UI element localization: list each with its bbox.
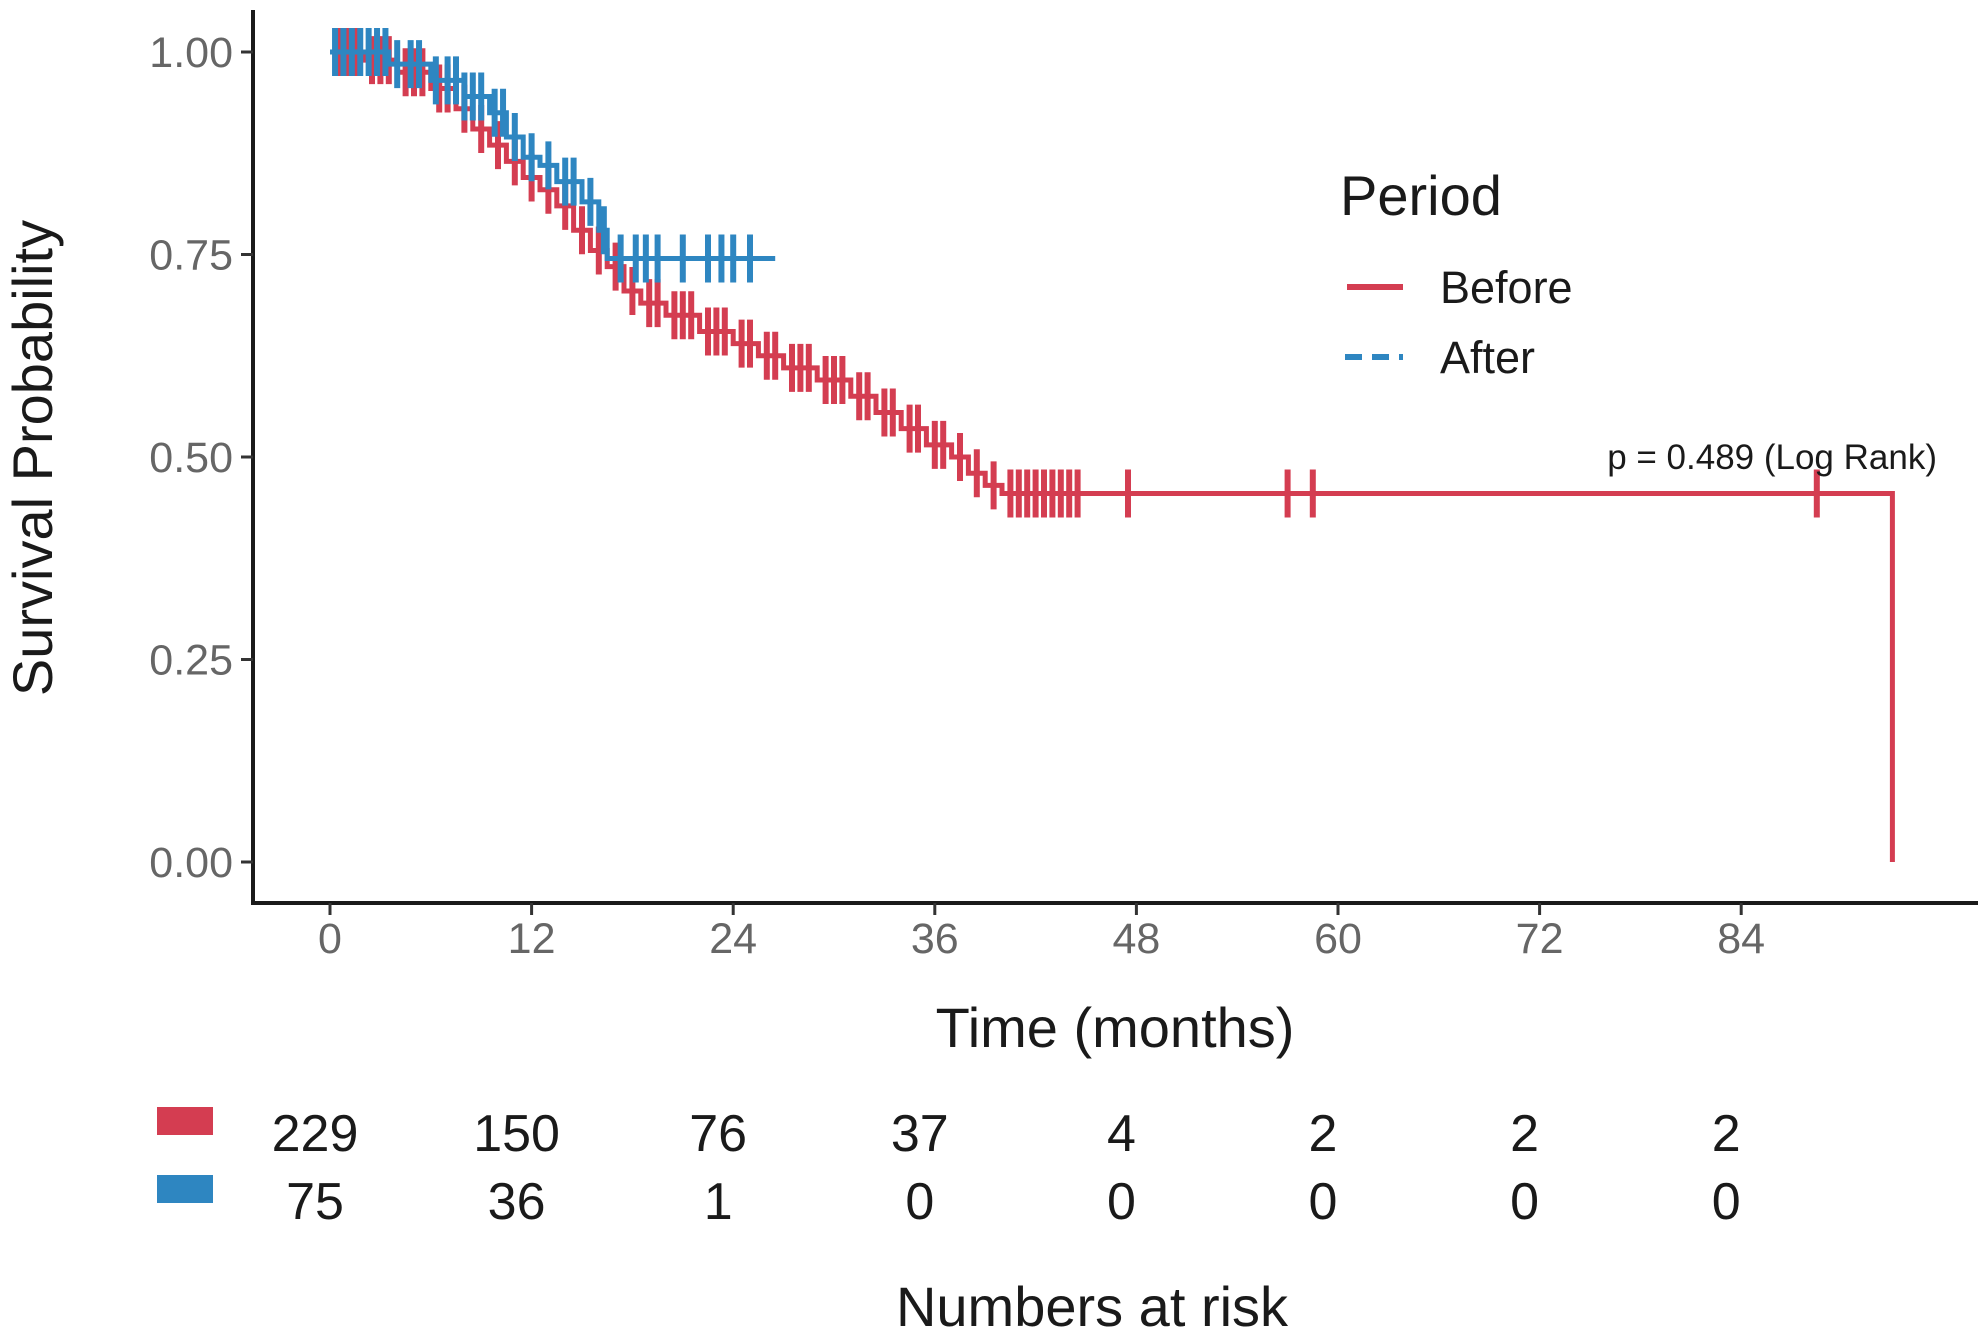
x-tick-label-1: 12 (508, 915, 556, 963)
risk-table-value-before: 150 (473, 1105, 560, 1163)
x-tick-label-6: 72 (1516, 915, 1564, 963)
x-tick-label-3: 36 (911, 915, 959, 963)
y-tick-label-2: 0.50 (149, 434, 233, 482)
x-tick-label-0: 0 (318, 915, 342, 963)
risk-table-title: Numbers at risk (896, 1275, 1289, 1336)
risk-table-value-before: 2 (1510, 1105, 1539, 1163)
risk-table-value-before: 76 (689, 1105, 747, 1163)
risk-table-value-before: 2 (1712, 1105, 1741, 1163)
x-tick-label-7: 84 (1717, 915, 1765, 963)
x-tick-label-4: 48 (1112, 915, 1160, 963)
risk-table-value-after: 0 (905, 1173, 934, 1231)
risk-table-value-after: 0 (1107, 1173, 1136, 1231)
risk-table-value-after: 75 (286, 1173, 344, 1231)
risk-table-value-before: 229 (272, 1105, 359, 1163)
y-axis-title: Survival Probability (1, 220, 64, 696)
risk-table: 229 150 76 37 4 2 2 2 75 36 1 0 0 0 0 0 (157, 1105, 1741, 1231)
legend-label-before: Before (1440, 262, 1573, 313)
risk-table-value-before: 37 (891, 1105, 949, 1163)
survival-curves (330, 28, 1895, 862)
risk-table-value-after: 0 (1510, 1173, 1539, 1231)
legend-label-after: After (1440, 332, 1535, 383)
survival-curve-before (330, 49, 1895, 862)
legend: Period Before After (1340, 164, 1573, 383)
log-rank-p-value: p = 0.489 (Log Rank) (1607, 438, 1937, 477)
x-axis-title: Time (months) (936, 996, 1295, 1059)
risk-table-value-before: 4 (1107, 1105, 1136, 1163)
risk-table-swatch-after (157, 1175, 213, 1203)
y-tick-label-1: 0.25 (149, 637, 233, 685)
y-tick-label-4: 1.00 (149, 29, 233, 77)
risk-table-value-before: 2 (1309, 1105, 1338, 1163)
survival-curve-after (330, 49, 776, 262)
risk-table-value-after: 0 (1309, 1173, 1338, 1231)
risk-table-value-after: 1 (704, 1173, 733, 1231)
x-tick-label-2: 24 (709, 915, 757, 963)
y-axis-ticks: 0.00 0.25 0.50 0.75 1.00 (149, 29, 253, 887)
risk-table-value-after: 0 (1712, 1173, 1741, 1231)
y-tick-label-0: 0.00 (149, 839, 233, 887)
x-tick-label-5: 60 (1314, 915, 1362, 963)
y-tick-label-3: 0.75 (149, 232, 233, 280)
risk-table-value-after: 36 (488, 1173, 546, 1231)
legend-title: Period (1340, 164, 1502, 227)
risk-table-swatch-before (157, 1107, 213, 1135)
x-axis-ticks: 0 12 24 36 48 60 72 84 (318, 903, 1765, 963)
